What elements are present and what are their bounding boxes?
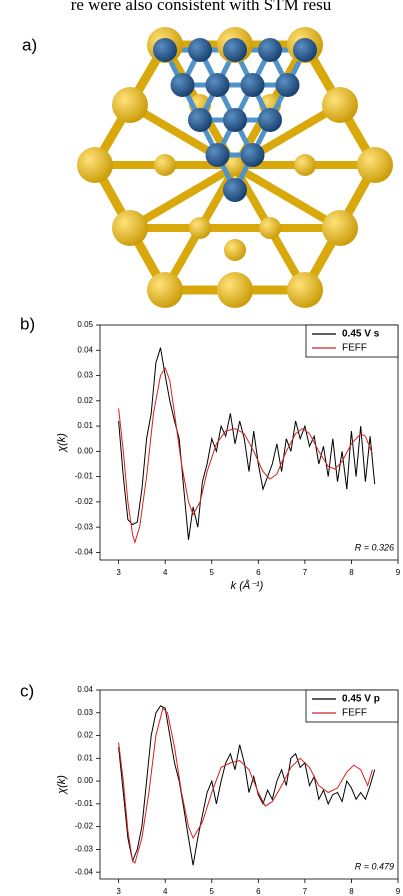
gold-atom <box>287 272 323 308</box>
x-tick-label: 4 <box>163 568 168 577</box>
blue-atom <box>223 178 247 202</box>
gold-atom <box>224 154 246 176</box>
y-tick-label: -0.02 <box>75 822 94 831</box>
blue-atom <box>258 38 282 62</box>
y-tick-label: 0.03 <box>77 371 93 380</box>
cluster-illustration <box>77 27 393 308</box>
x-tick-label: 6 <box>256 568 261 577</box>
x-tick-label: 5 <box>210 568 215 577</box>
panel-label: c) <box>20 681 34 700</box>
y-tick-label: -0.03 <box>75 522 94 531</box>
x-tick-label: 8 <box>349 568 354 577</box>
x-tick-label: 8 <box>349 887 354 896</box>
x-tick-label: 3 <box>116 887 121 896</box>
gold-atom <box>294 154 316 176</box>
gold-atom <box>322 87 358 123</box>
legend-box <box>305 689 399 723</box>
y-tick-label: 0.05 <box>77 320 93 329</box>
gold-atom <box>224 239 246 261</box>
gold-atom <box>112 87 148 123</box>
plot-frame <box>99 324 399 561</box>
x-tick-label: 5 <box>210 887 215 896</box>
blue-atom <box>153 38 177 62</box>
blue-atom <box>205 73 230 97</box>
blue-atom <box>275 73 300 97</box>
blue-atom <box>170 73 195 97</box>
y-axis-title: χ(k) <box>56 433 68 453</box>
gold-atom <box>147 272 183 308</box>
y-tick-label: 0.03 <box>77 708 93 717</box>
panel-label: b) <box>20 314 35 333</box>
legend-box <box>305 324 399 358</box>
x-tick-label: 9 <box>396 568 401 577</box>
blue-atom <box>188 108 212 132</box>
gold-atom <box>154 154 176 176</box>
annotation: R = 0.479 <box>355 861 394 871</box>
blue-atom <box>188 38 212 62</box>
legend-label: FEFF <box>342 708 367 719</box>
panel-label: a) <box>22 35 37 54</box>
x-tick-label: 7 <box>303 568 308 577</box>
blue-atom <box>293 38 317 62</box>
y-tick-label: -0.04 <box>75 548 94 557</box>
data-line <box>118 705 376 866</box>
y-tick-label: -0.02 <box>75 497 94 506</box>
gold-atom <box>259 217 281 239</box>
x-tick-label: 4 <box>163 887 168 896</box>
y-tick-label: 0.02 <box>77 396 93 405</box>
blue-atom <box>223 108 247 132</box>
blue-atom <box>223 38 247 62</box>
x-tick-label: 7 <box>303 887 308 896</box>
y-tick-label: 0.01 <box>77 421 93 430</box>
y-tick-label: -0.01 <box>75 799 94 808</box>
blue-atom <box>258 108 282 132</box>
y-tick-label: 0.04 <box>77 685 93 694</box>
y-tick-label: -0.04 <box>75 867 94 876</box>
plot-frame <box>99 689 399 880</box>
blue-atom <box>205 143 230 167</box>
y-tick-label: 0.00 <box>77 776 93 785</box>
gold-atom <box>189 217 211 239</box>
gold-atom <box>322 210 358 246</box>
legend-label: 0.45 V p <box>342 694 380 705</box>
gold-atom <box>357 147 393 183</box>
y-tick-label: 0.02 <box>77 731 93 740</box>
annotation: R = 0.326 <box>355 542 394 552</box>
body-text: re were also consistent with STM resu <box>71 0 332 14</box>
y-tick-label: -0.03 <box>75 845 94 854</box>
y-tick-label: 0.01 <box>77 753 93 762</box>
y-tick-label: 0.04 <box>77 345 93 354</box>
gold-atom <box>217 272 253 308</box>
y-tick-label: 0.00 <box>77 446 93 455</box>
y-tick-label: -0.01 <box>75 472 94 481</box>
data-line <box>118 366 373 545</box>
data-line <box>118 707 373 865</box>
x-tick-label: 6 <box>256 887 261 896</box>
legend-label: 0.45 V s <box>342 329 380 340</box>
gold-atom <box>112 210 148 246</box>
blue-atom <box>240 143 265 167</box>
legend-label: FEFF <box>342 343 367 354</box>
x-axis-title: k (Å⁻¹) <box>231 579 264 592</box>
blue-atom <box>240 73 265 97</box>
y-axis-title: χ(k) <box>56 775 68 795</box>
data-line <box>118 347 376 540</box>
x-tick-label: 3 <box>116 568 121 577</box>
gold-atom <box>77 147 113 183</box>
x-tick-label: 9 <box>396 887 401 896</box>
